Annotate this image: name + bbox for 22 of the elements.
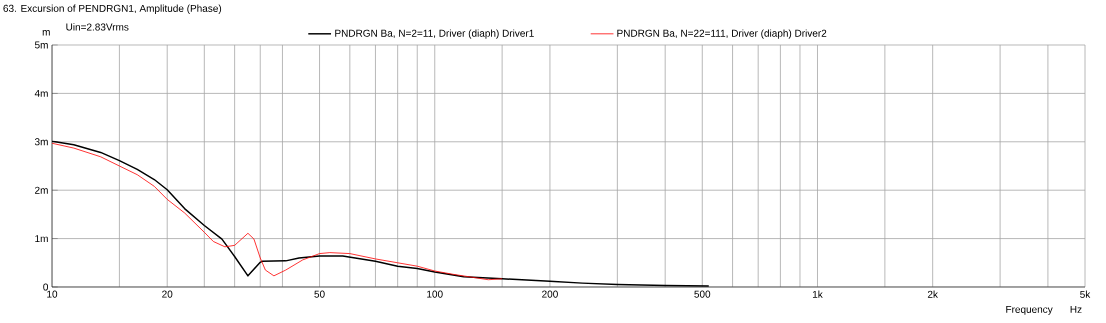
legend-label: PNDRGN Ba, N=2=11, Driver (diaph) Driver1 bbox=[335, 29, 534, 39]
x-tick-label: 5k bbox=[1080, 290, 1091, 298]
x-tick-label: 200 bbox=[542, 290, 558, 298]
chart-subtitle: Uin=2.83Vrms bbox=[66, 23, 129, 31]
y-tick-label: 2m bbox=[35, 186, 48, 194]
y-tick-label: 0 bbox=[43, 283, 49, 291]
y-tick-label: 5m bbox=[34, 41, 48, 49]
legend-label: PNDRGN Ba, N=22=111, Driver (diaph) Driver2 bbox=[617, 29, 827, 39]
x-tick-label: 2k bbox=[927, 290, 938, 298]
x-tick-label: 20 bbox=[162, 290, 173, 298]
x-axis-title: Frequency bbox=[1006, 305, 1053, 315]
x-tick-label: 1k bbox=[812, 290, 823, 298]
x-tick-label: 10 bbox=[47, 290, 58, 298]
y-axis-title: m bbox=[42, 30, 50, 36]
y-tick-label: 1m bbox=[35, 235, 48, 243]
x-tick-label: 100 bbox=[427, 290, 443, 298]
x-tick-label: 500 bbox=[694, 290, 711, 298]
x-tick-label: 50 bbox=[314, 290, 325, 298]
text: Hz bbox=[1070, 305, 1082, 313]
y-tick-label: 4m bbox=[34, 89, 48, 97]
y-tick-label: 3m bbox=[34, 138, 48, 146]
chart-title: 63. Excursion of PENDRGN1, Amplitude (Phase) bbox=[3, 4, 222, 14]
